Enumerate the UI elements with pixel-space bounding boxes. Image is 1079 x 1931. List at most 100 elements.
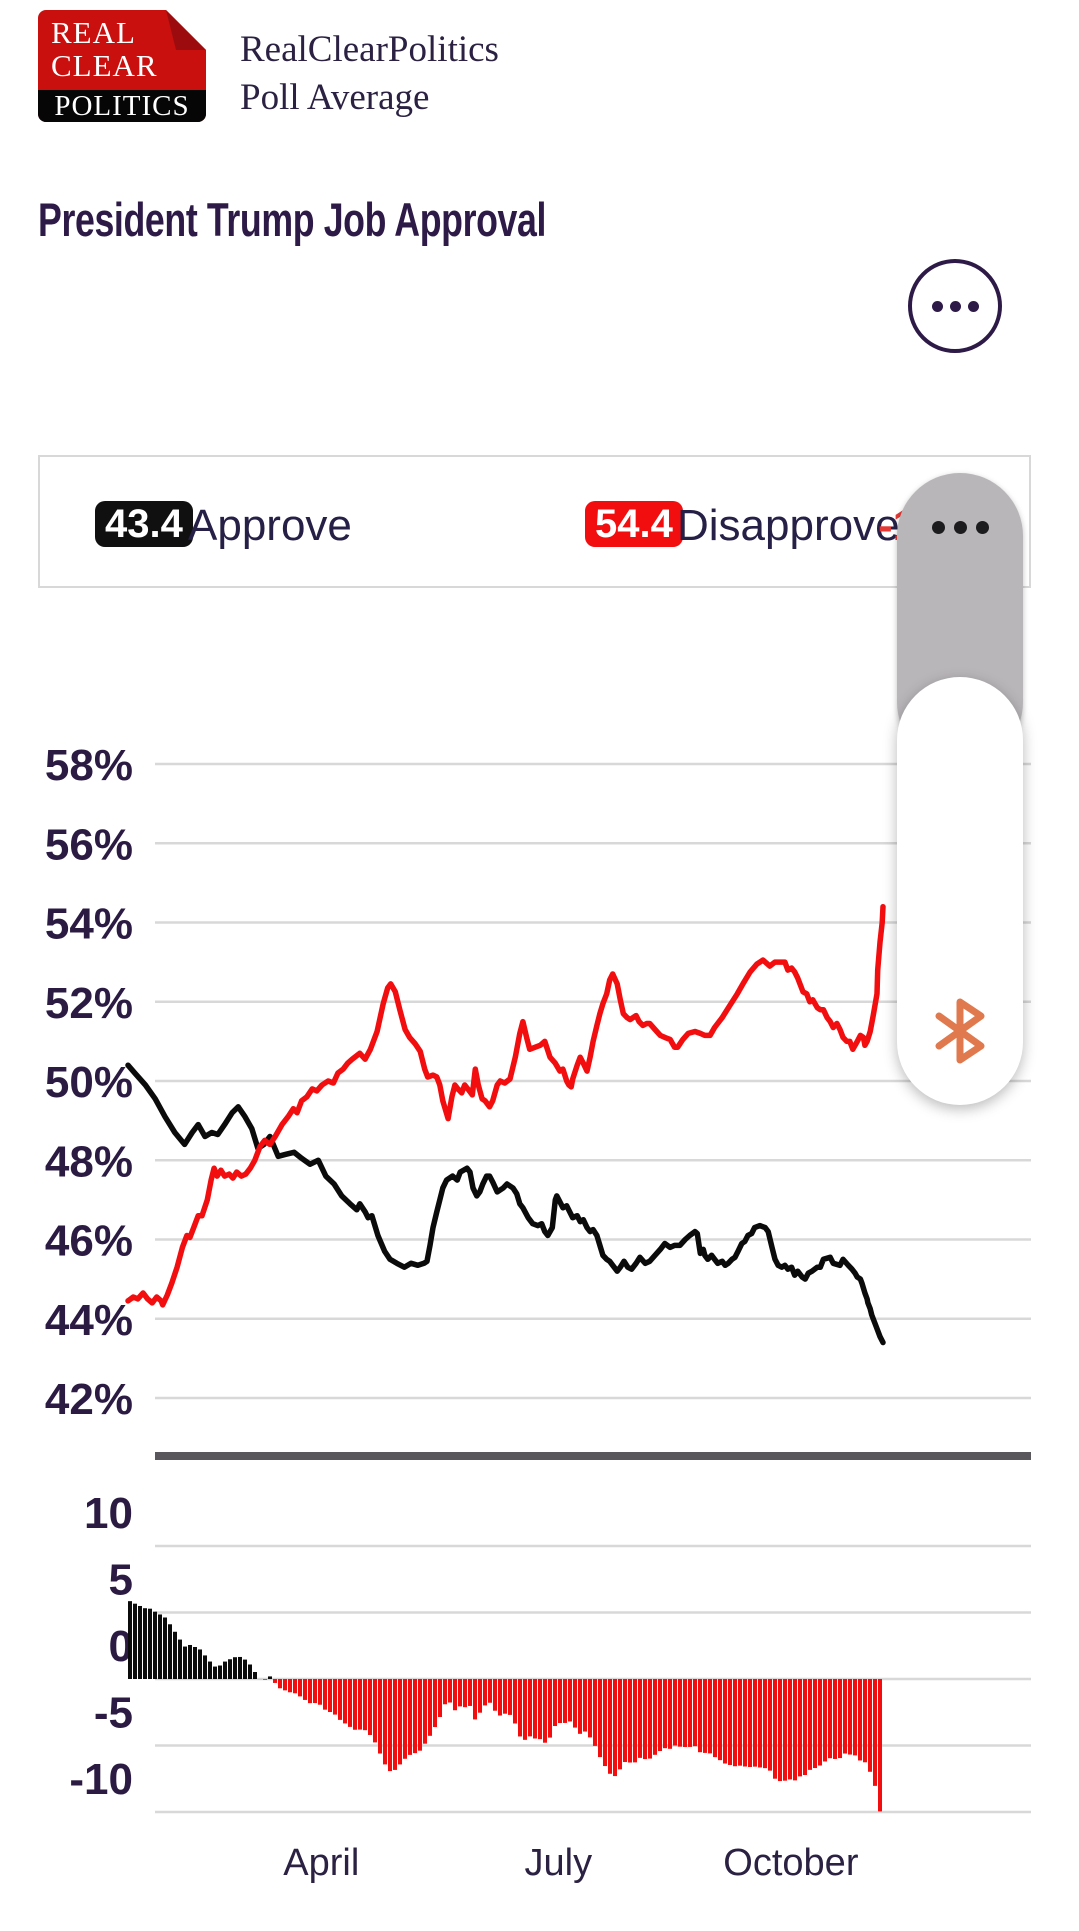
spread-bar (363, 1679, 367, 1731)
spread-bar (593, 1679, 597, 1746)
spread-bar (488, 1679, 492, 1703)
spread-bar (303, 1679, 307, 1700)
disapprove-line (125, 903, 886, 1308)
spread-bar (138, 1605, 142, 1679)
spread-bar (198, 1649, 202, 1679)
spread-bar (208, 1661, 212, 1679)
disapprove-value-badge: 54.4 (585, 501, 683, 547)
spread-bar (678, 1679, 682, 1747)
spread-bar (583, 1679, 587, 1732)
bottom-axis-tick-label: -10 (69, 1755, 133, 1804)
spread-bar (708, 1679, 712, 1754)
spread-bar (613, 1679, 617, 1777)
overlay-ellipsis-icon (897, 521, 1023, 534)
spread-bar (178, 1639, 182, 1679)
spread-bar (853, 1679, 857, 1756)
logo-line1: REAL (51, 15, 136, 50)
spread-bar (548, 1679, 552, 1738)
spread-bar (843, 1679, 847, 1754)
spread-bar (588, 1679, 592, 1738)
spread-bar (263, 1679, 267, 1680)
spread-bar (523, 1679, 527, 1740)
spread-bar (188, 1644, 192, 1679)
spread-bar (698, 1679, 702, 1753)
spread-bar (428, 1679, 432, 1736)
spread-bar (183, 1646, 187, 1679)
system-overlay-panel[interactable] (897, 677, 1023, 1105)
spread-bar (423, 1679, 427, 1744)
spread-bar (573, 1679, 577, 1728)
bottom-axis-tick-label: 10 (84, 1489, 133, 1538)
logo-fold-corner-icon (166, 10, 206, 50)
spread-bar (483, 1679, 487, 1706)
spread-bar (378, 1679, 382, 1754)
spread-bar (143, 1608, 147, 1679)
top-axis-tick-label: 50% (45, 1058, 133, 1107)
spread-bar (498, 1679, 502, 1716)
approve-label: Approve (188, 501, 352, 550)
logo-politics-band: POLITICS (38, 90, 206, 122)
brand-line2: Poll Average (240, 77, 430, 118)
bottom-axis-tick-label: -5 (94, 1689, 133, 1738)
spread-bar (823, 1679, 827, 1762)
spread-bar (758, 1679, 762, 1768)
spread-bar (273, 1679, 277, 1683)
spread-bar (658, 1679, 662, 1752)
bottom-axis-tick-label: 5 (109, 1556, 133, 1605)
logo-line2: CLEAR (51, 48, 158, 83)
spread-bar (508, 1679, 512, 1715)
spread-bar (468, 1679, 472, 1706)
spread-bar (553, 1679, 557, 1727)
spread-bar (223, 1661, 227, 1679)
spread-bar (338, 1679, 342, 1720)
spread-bar (373, 1679, 377, 1743)
spread-bar (808, 1679, 812, 1770)
spread-bar (243, 1659, 247, 1679)
approve-value-badge: 43.4 (95, 501, 193, 547)
spread-bar (268, 1676, 272, 1679)
spread-bar (598, 1679, 602, 1758)
spread-bar (763, 1679, 767, 1769)
spread-bar (703, 1679, 707, 1753)
spread-bar (603, 1679, 607, 1767)
approve-line (125, 1062, 886, 1346)
spread-bar (643, 1679, 647, 1760)
spread-bar (813, 1679, 817, 1769)
spread-bar (413, 1679, 417, 1754)
more-options-button[interactable] (908, 259, 1002, 353)
spread-bar (683, 1679, 687, 1748)
spread-bar (693, 1679, 697, 1747)
spread-bar (358, 1679, 362, 1730)
spread-bar (218, 1665, 222, 1679)
spread-bar (873, 1679, 877, 1786)
bluetooth-button[interactable] (931, 998, 989, 1069)
spread-bar (718, 1679, 722, 1761)
spread-bar (538, 1679, 542, 1740)
ellipsis-icon (949, 300, 961, 312)
brand-line1: RealClearPolitics (240, 29, 499, 70)
spread-bar (368, 1679, 372, 1735)
spread-bar (783, 1679, 787, 1781)
spread-bar (163, 1617, 167, 1679)
x-axis-month-label: October (723, 1842, 859, 1884)
spread-bar (323, 1679, 327, 1710)
spread-bar (668, 1679, 672, 1749)
top-axis-tick-label: 44% (45, 1296, 133, 1345)
spread-bar (518, 1679, 522, 1737)
spread-bar (438, 1679, 442, 1717)
top-axis-tick-label: 42% (45, 1375, 133, 1424)
spread-bar (293, 1679, 297, 1694)
spread-bar (353, 1679, 357, 1730)
spread-bar (688, 1679, 692, 1747)
spread-bar (848, 1679, 852, 1755)
spread-bar (673, 1679, 677, 1746)
spread-bar (203, 1655, 207, 1679)
spread-bar (318, 1679, 322, 1705)
spread-bar (543, 1679, 547, 1743)
logo-line3: POLITICS (54, 89, 190, 122)
spread-bar (288, 1679, 292, 1693)
spread-bar (638, 1679, 642, 1758)
spread-bar (333, 1679, 337, 1715)
